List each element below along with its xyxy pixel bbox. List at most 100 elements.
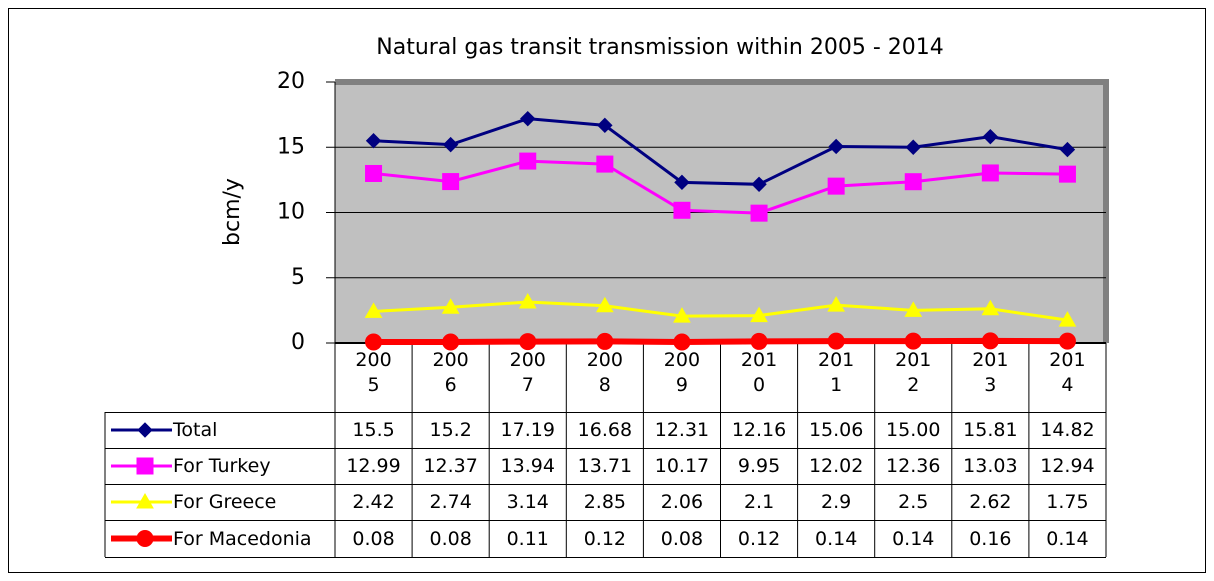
marker [827,296,846,312]
marker [674,174,690,191]
marker [905,139,921,155]
marker [673,307,691,323]
marker [827,177,845,195]
series-line [373,337,1068,345]
table-value: 12.37 [423,455,478,477]
marker [441,298,460,314]
marker [595,296,614,313]
marker [982,128,999,145]
marker [904,173,922,191]
table-value: 0.14 [892,527,935,550]
legend-label: For Turkey [173,455,271,477]
marker [1058,332,1076,350]
table-value: 0.12 [583,527,626,550]
table-value: 12.31 [654,419,710,441]
marker [750,306,768,323]
table-value: 13.94 [500,455,555,477]
marker [750,332,768,350]
x-tick-label: 2008 [586,349,623,396]
marker [364,302,383,318]
table-value: 0.16 [969,527,1012,550]
series-line [373,117,1068,186]
table-value: 0.08 [352,527,395,550]
marker [137,422,153,438]
chart-title: Natural gas transit transmission within … [376,35,944,60]
legend-label: Total [173,419,218,441]
table-value: 2.1 [743,491,775,513]
marker [827,332,845,350]
marker [1059,141,1076,158]
table-value: 15.2 [429,419,472,441]
y-tick-label: 20 [277,69,305,94]
marker [597,117,613,134]
y-tick-label: 10 [277,200,305,225]
marker [828,138,844,155]
table-value: 12.94 [1040,455,1095,477]
marker [596,332,614,350]
table-value: 13.71 [577,455,633,477]
y-tick-label: 15 [277,134,305,159]
series-line [373,159,1068,215]
y-tick-label: 5 [291,265,305,290]
table-value: 12.16 [731,419,787,441]
marker [673,333,691,351]
x-tick-label: 2011 [818,349,855,396]
marker [518,293,537,309]
marker [596,155,614,173]
marker [442,136,459,153]
table-value: 10.17 [654,455,710,477]
x-tick-label: 2010 [740,349,778,396]
table-value: 2.06 [660,491,704,513]
table-value: 15.00 [886,419,941,441]
marker [520,110,536,127]
table-value: 3.14 [506,491,549,513]
marker [750,204,768,222]
legend-label: For Macedonia [173,527,312,550]
marker [442,333,460,351]
table-value: 12.99 [346,455,401,477]
x-tick-label: 2005 [355,349,392,396]
table-value: 0.14 [814,527,858,550]
table-value: 13.03 [963,455,1018,477]
y-axis-label: bcm/y [220,178,245,246]
table-value: 2.5 [898,491,929,513]
marker [981,332,999,350]
table-value: 0.08 [660,527,704,550]
marker [981,164,999,182]
marker [136,530,154,547]
table-value: 9.95 [737,455,781,477]
x-tick-label: 2014 [1049,349,1086,396]
x-tick-label: 2006 [432,349,469,396]
table-value: 17.19 [500,419,555,441]
table-value: 0.08 [429,527,472,550]
series-line [373,300,1068,322]
marker [136,457,154,475]
x-tick-label: 2009 [663,349,701,396]
marker [904,301,923,317]
y-tick-label: 0 [291,330,305,355]
marker [365,333,383,351]
marker [751,176,767,193]
marker [981,299,1000,316]
marker [365,164,383,182]
table-value: 15.5 [352,419,395,441]
x-tick-label: 2013 [972,349,1009,396]
table-value: 2.42 [352,491,395,513]
marker [442,173,460,191]
marker [136,492,154,509]
table-value: 2.62 [969,491,1012,513]
marker [365,133,382,149]
marker [1058,311,1077,327]
table-value: 2.74 [429,491,472,513]
table-value: 2.85 [583,491,626,513]
table-value: 2.9 [821,491,852,513]
table-value: 0.14 [1046,527,1089,550]
plot-frame [335,79,1109,343]
table-value: 15.06 [808,419,864,441]
table-value: 15.81 [963,419,1018,441]
table-value: 1.75 [1046,491,1089,513]
legend-label: For Greece [173,491,277,513]
x-tick-label: 2007 [509,349,546,396]
